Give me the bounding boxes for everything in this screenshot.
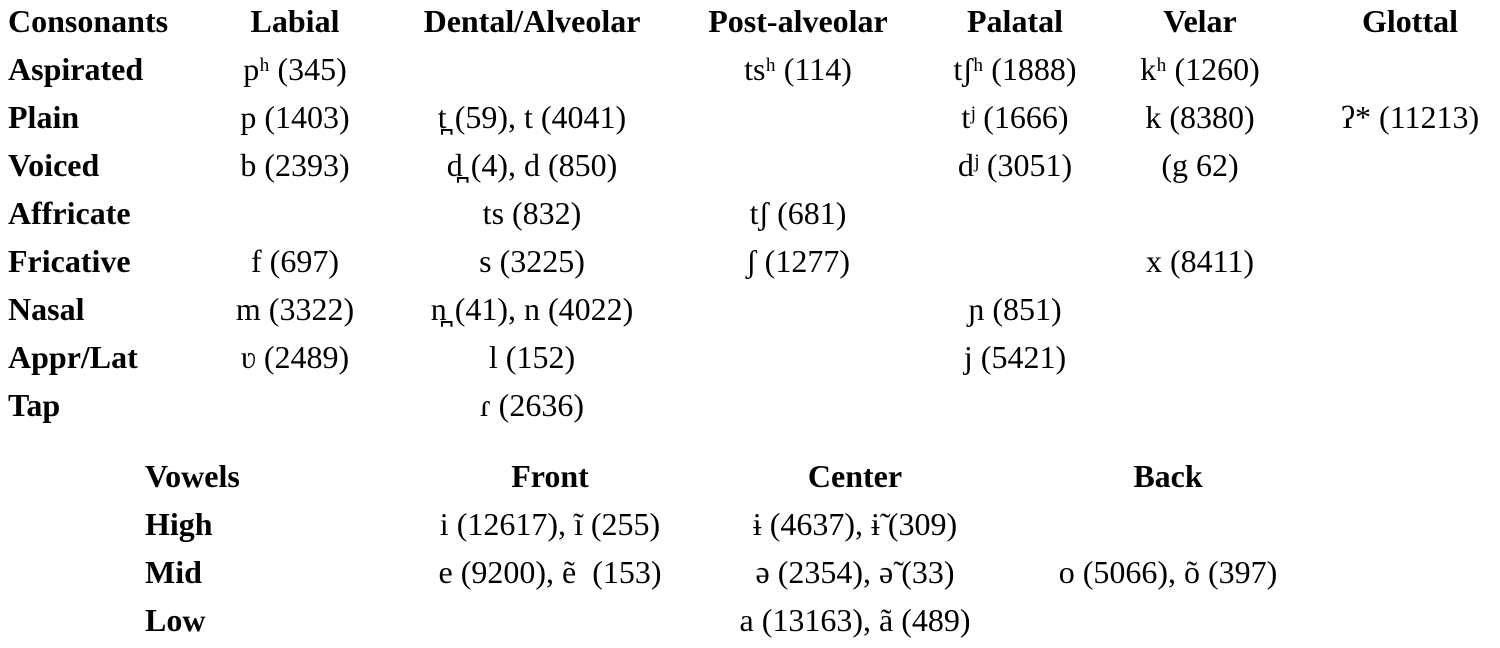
row-header: Fricative: [8, 243, 131, 279]
table-cell: n̪ (41), n (4022): [430, 291, 634, 327]
column-header: Palatal: [967, 3, 1063, 39]
row-header: Plain: [8, 99, 80, 135]
table-cell: ə (2354), ə̃ (33): [755, 554, 955, 590]
row-header: Low: [145, 602, 206, 638]
table-cell: tʃʰ (1888): [953, 51, 1077, 87]
column-header: Front: [511, 458, 589, 494]
column-header: Center: [807, 458, 903, 494]
table-cell: kʰ (1260): [1140, 51, 1260, 87]
table-cell: tʃ (681): [749, 195, 847, 231]
row-header: Voiced: [8, 147, 100, 183]
table-cell: ts (832): [482, 195, 582, 231]
table-cell: t̪ (59), t (4041): [437, 99, 627, 135]
table-cell: ʃ (1277): [746, 243, 850, 279]
table-cell: ʔ* (11213): [1340, 99, 1480, 135]
table-cell: p (1403): [240, 99, 350, 135]
table-cell: k (8380): [1145, 99, 1255, 135]
table-cell: b (2393): [240, 147, 350, 183]
table-cell: f (697): [251, 243, 339, 279]
column-header: Back: [1133, 458, 1203, 494]
row-header: Appr/Lat: [8, 339, 138, 375]
row-header: High: [145, 506, 213, 542]
table-cell: ɨ (4637), ɨ̃ (309): [752, 506, 958, 542]
table-cell: (g 62): [1161, 147, 1239, 183]
table-cell: pʰ (345): [243, 51, 347, 87]
table-cell: ɾ (2636): [480, 387, 584, 423]
table-cell: tʲ (1666): [961, 99, 1069, 135]
table-cell: m (3322): [235, 291, 355, 327]
table-cell: d̪ (4), d (850): [446, 147, 618, 183]
table-cell: ʋ (2489): [240, 339, 350, 375]
column-header: Labial: [250, 3, 340, 39]
column-header: Glottal: [1362, 3, 1458, 39]
table-cell: a (13163), ã (489): [739, 602, 971, 638]
table-cell: i (12617), ĩ (255): [439, 506, 661, 542]
table-cell: s (3225): [479, 243, 585, 279]
table-cell: dʲ (3051): [957, 147, 1073, 183]
table-cell: x (8411): [1145, 243, 1255, 279]
column-header: Post-alveolar: [708, 3, 888, 39]
row-header: Aspirated: [8, 51, 144, 87]
table-cell: tsʰ (114): [744, 51, 852, 87]
row-header: Mid: [145, 554, 202, 590]
column-header: Consonants: [8, 3, 169, 39]
column-header: Dental/Alveolar: [423, 3, 641, 39]
table-cell: ɲ (851): [968, 291, 1062, 327]
table-cell: e (9200), ẽ (153): [438, 554, 662, 590]
column-header: Vowels: [145, 458, 240, 494]
column-header: Velar: [1163, 3, 1237, 39]
table-cell: o (5066), õ (397): [1058, 554, 1278, 590]
table-cell: j (5421): [963, 339, 1067, 375]
table-cell: l (152): [488, 339, 576, 375]
row-header: Nasal: [8, 291, 85, 327]
row-header: Tap: [8, 387, 61, 423]
row-header: Affricate: [8, 195, 131, 231]
